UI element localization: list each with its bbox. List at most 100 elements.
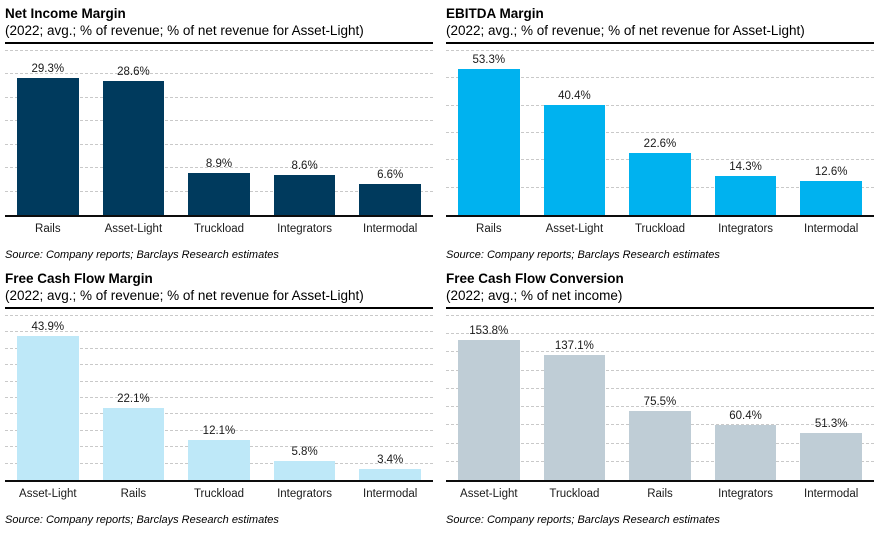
category-label: Truckload (634, 223, 686, 235)
chart-subtitle: (2022; avg.; % of revenue; % of net reve… (5, 23, 364, 38)
bar-series: 29.3% 28.6% 8.9% 8.6% 6.6% (5, 51, 433, 215)
source-note: Source: Company reports; Barclays Resear… (446, 249, 720, 261)
bar-value-label: 8.6% (291, 159, 318, 172)
bar-slot: 137.1% (532, 316, 618, 480)
category-label: Asset-Light (545, 223, 604, 235)
bar-rails (16, 77, 79, 215)
category-label: Truckload (193, 223, 245, 235)
bar-value-label: 60.4% (729, 409, 762, 422)
gridline (5, 120, 433, 122)
gridline (5, 429, 433, 431)
bar-slot: 153.8% (446, 316, 532, 480)
chart-free-cash-flow-conversion: Free Cash Flow Conversion (2022; avg.; %… (446, 270, 874, 526)
gridline (446, 351, 874, 353)
category-label: Integrators (718, 488, 774, 500)
bar-slot: 5.8% (262, 316, 348, 480)
bar-truckload (188, 440, 250, 480)
category-label: Rails (120, 488, 147, 500)
bar-slot: 51.3% (788, 316, 874, 480)
category-axis: Asset-Light Truckload Rails Integrators Inte… (446, 488, 874, 500)
category-label: Asset-Light (104, 223, 163, 235)
bar-truckload (629, 153, 691, 215)
bar-slot: 60.4% (703, 316, 789, 480)
bar-value-label: 75.5% (643, 396, 677, 409)
bar-slot: 22.6% (617, 51, 703, 215)
bar-value-label: 3.4% (377, 453, 404, 466)
bar-rails (457, 69, 520, 215)
bar-value-label: 153.8% (469, 324, 509, 337)
bar-series: 53.3% 40.4% 22.6% 14.3% 12.6% (446, 51, 874, 215)
gridline (5, 413, 433, 415)
charts-grid: Net Income Margin (2022; avg.; % of reve… (5, 5, 879, 526)
plot-area: 29.3% 28.6% 8.9% 8.6% 6.6% (5, 50, 433, 217)
bar-value-label: 28.6% (117, 66, 150, 78)
bar-value-label: 14.3% (729, 160, 762, 173)
chart-subtitle: (2022; avg.; % of revenue; % of net reve… (5, 288, 364, 303)
bar-integrators (714, 424, 777, 480)
category-label: Rails (647, 488, 673, 500)
bar-value-label: 40.4% (558, 89, 591, 102)
chart-subtitle: (2022; avg.; % of net income) (446, 288, 623, 303)
title-rule (5, 42, 433, 44)
chart-free-cash-flow-margin: Free Cash Flow Margin (2022; avg.; % of … (5, 270, 433, 526)
source-note: Source: Company reports; Barclays Resear… (5, 514, 279, 526)
bar-asset-light (102, 81, 165, 215)
bar-slot: 43.9% (5, 316, 91, 480)
bar-truckload (188, 173, 250, 215)
gridline (5, 397, 433, 398)
bar-value-label: 22.6% (643, 138, 677, 151)
bar-value-label: 12.1% (202, 425, 236, 438)
bar-slot: 75.5% (617, 316, 703, 480)
title-rule (446, 42, 874, 44)
bar-slot: 8.6% (262, 51, 348, 215)
bar-intermodal (359, 184, 421, 215)
gridline (5, 143, 433, 145)
bar-value-label: 53.3% (472, 54, 506, 67)
bar-slot: 12.6% (788, 51, 874, 215)
source-note: Source: Company reports; Barclays Resear… (5, 249, 279, 261)
category-label: Integrators (277, 488, 333, 500)
chart-subtitle: (2022; avg.; % of revenue; % of net reve… (446, 23, 805, 38)
chart-title: Free Cash Flow Conversion (446, 271, 624, 286)
bar-slot: 29.3% (5, 51, 91, 215)
title-rule (5, 307, 433, 309)
bar-slot: 14.3% (703, 51, 789, 215)
gridline (446, 369, 874, 371)
bar-value-label: 43.9% (31, 321, 65, 334)
bar-intermodal (800, 433, 862, 480)
bar-asset-light (543, 104, 606, 215)
bar-slot: 22.1% (91, 316, 177, 480)
gridline (446, 387, 874, 389)
bar-value-label: 6.6% (377, 169, 404, 182)
bar-asset-light (16, 336, 79, 480)
bar-series: 43.9% 22.1% 12.1% 5.8% 3.4% (5, 316, 433, 480)
bar-slot: 28.6% (91, 51, 177, 215)
bar-slot: 3.4% (347, 316, 433, 480)
category-label: Truckload (549, 488, 600, 500)
bar-series: 153.8% 137.1% 75.5% 60.4% 51.3% (446, 316, 874, 480)
chart-title: Free Cash Flow Margin (5, 271, 153, 286)
gridline (5, 167, 433, 169)
category-label: Intermodal (804, 223, 859, 235)
bar-slot: 53.3% (446, 51, 532, 215)
bar-integrators (273, 174, 336, 215)
gridline (446, 406, 874, 408)
source-note: Source: Company reports; Barclays Resear… (446, 514, 720, 526)
gridline (446, 104, 874, 106)
chart-title: Net Income Margin (5, 6, 126, 21)
bar-integrators (714, 175, 777, 215)
gridline (446, 50, 874, 51)
bar-asset-light (457, 339, 520, 480)
plot-area: 43.9% 22.1% 12.1% 5.8% 3.4% (5, 315, 433, 482)
category-label: Rails (35, 223, 61, 235)
gridline (5, 50, 433, 51)
bar-slot: 6.6% (347, 51, 433, 215)
gridline (5, 347, 433, 349)
category-label: Asset-Light (460, 488, 518, 500)
category-label: Asset-Light (19, 488, 77, 500)
plot-area: 53.3% 40.4% 22.6% 14.3% 12.6% (446, 50, 874, 217)
bar-truckload (543, 355, 606, 480)
bar-integrators (273, 460, 336, 480)
title-rule (446, 307, 874, 309)
bar-value-label: 5.8% (291, 445, 318, 458)
